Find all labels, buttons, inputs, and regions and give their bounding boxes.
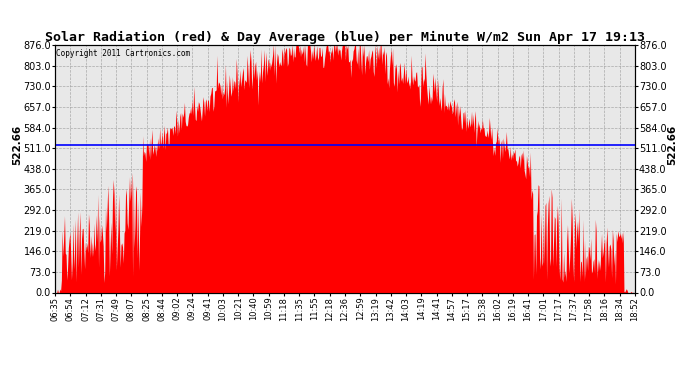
Text: 522.66: 522.66 — [667, 125, 678, 165]
Text: Copyright 2011 Cartronics.com: Copyright 2011 Cartronics.com — [57, 49, 190, 58]
Text: 522.66: 522.66 — [12, 125, 23, 165]
Title: Solar Radiation (red) & Day Average (blue) per Minute W/m2 Sun Apr 17 19:13: Solar Radiation (red) & Day Average (blu… — [45, 31, 645, 44]
